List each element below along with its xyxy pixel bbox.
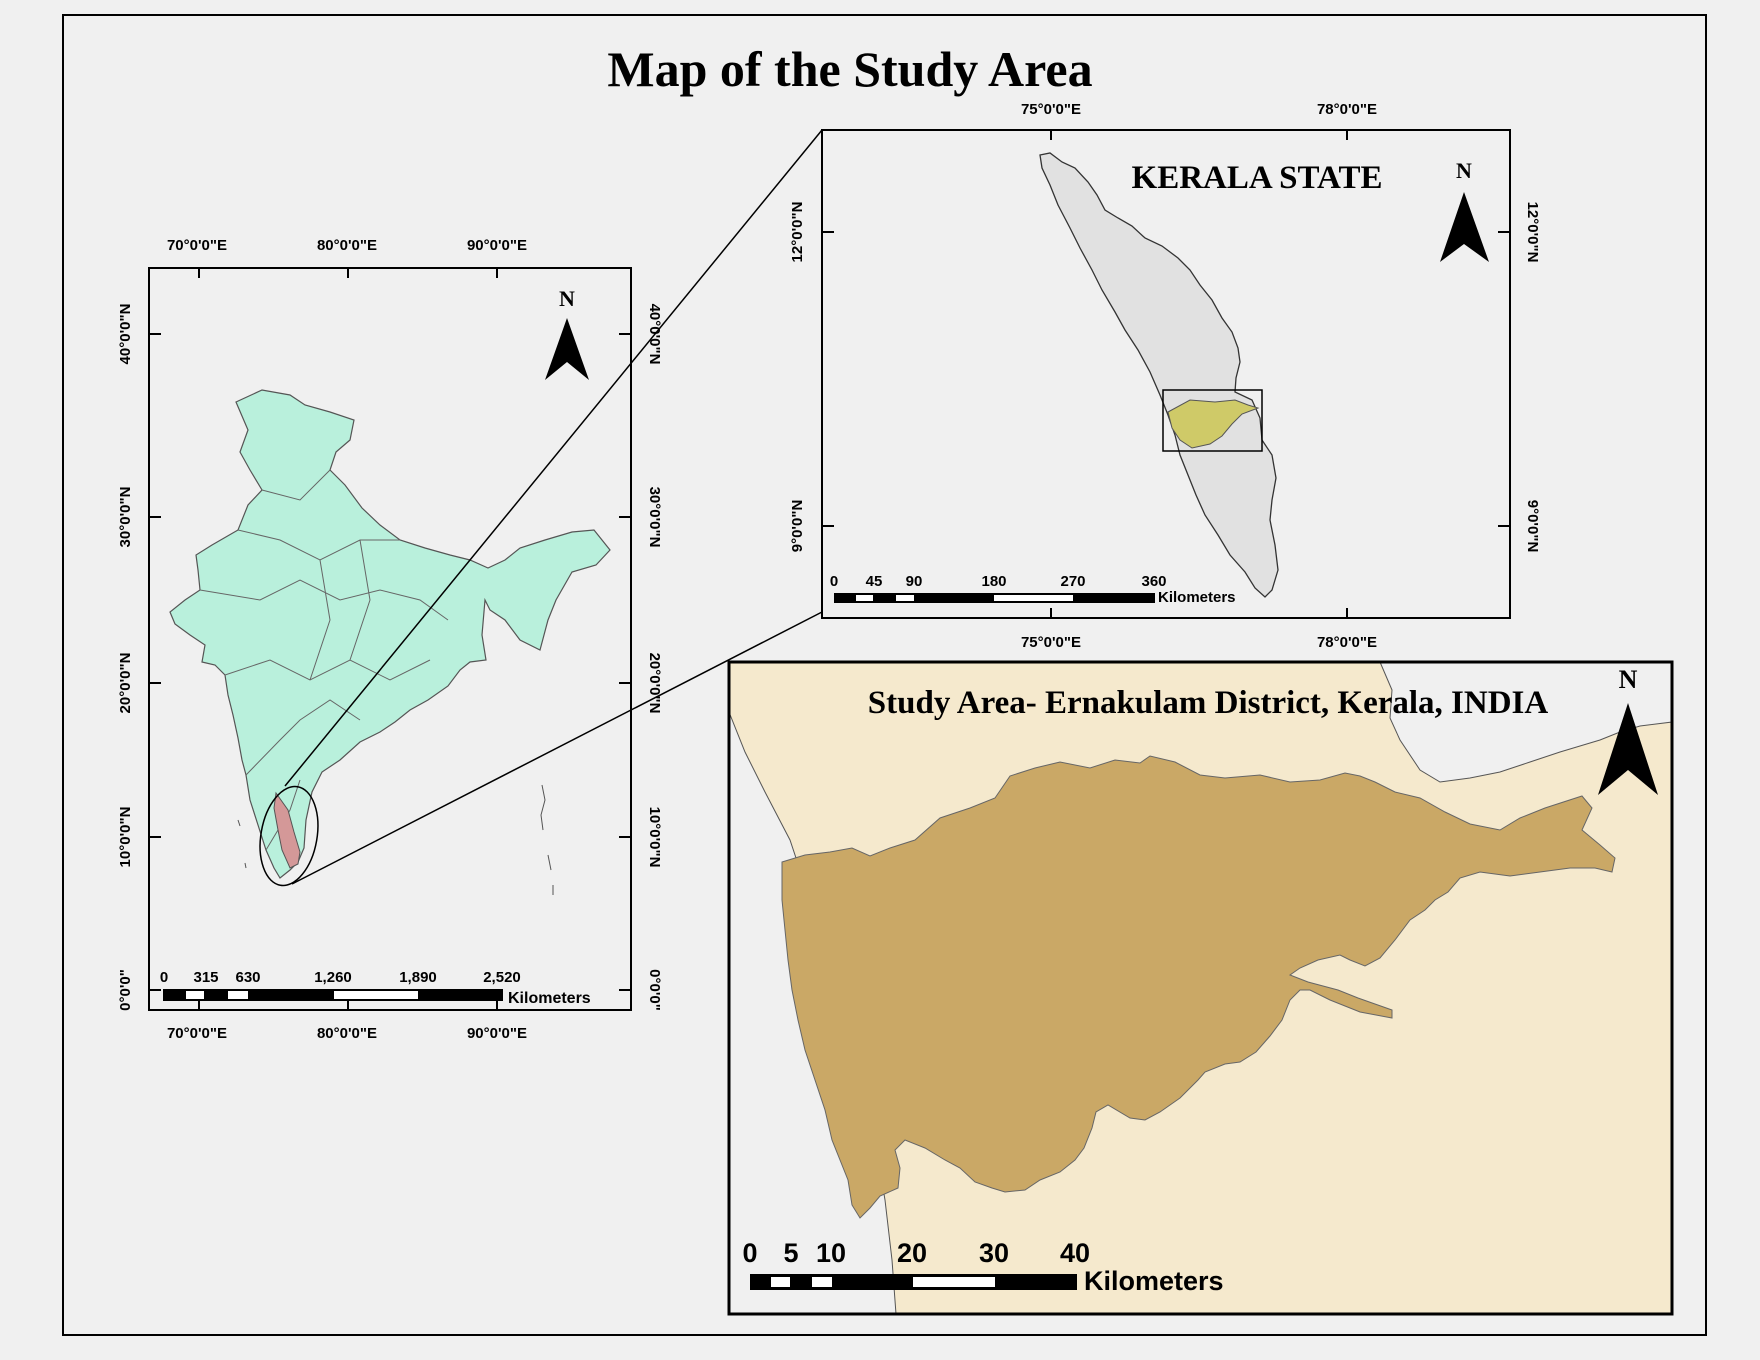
kerala-scale-label: 360	[1141, 573, 1166, 590]
kerala-state-outline	[1039, 152, 1279, 598]
kerala-top-tick-label: 78°0'0"E	[1317, 101, 1377, 118]
kerala-top-tick-label: 75°0'0"E	[1021, 101, 1081, 118]
india-top-tick-label: 70°0'0"E	[167, 237, 227, 254]
district-scale-label: 20	[897, 1238, 927, 1268]
india-top-tick-label: 90°0'0"E	[467, 237, 527, 254]
india-lat-label-right: 10°0'0"N	[646, 807, 663, 868]
kerala-bottom-tick-label: 78°0'0"E	[1317, 634, 1377, 651]
layout-frame	[62, 14, 1707, 1336]
india-lat-label-left: 10°0'0"N	[117, 807, 134, 868]
india-scale-label: 315	[193, 969, 218, 986]
district-north-label: N	[1619, 665, 1638, 694]
kerala-scale-label: 270	[1060, 573, 1085, 590]
district-map-panel: Study Area- Ernakulam District, Kerala, …	[727, 660, 1674, 1316]
india-kerala-highlight	[273, 791, 301, 869]
india-lat-label-left: 40°0'0"N	[117, 304, 134, 365]
india-scale-unit: Kilometers	[508, 990, 591, 1007]
district-scale-label: 10	[816, 1238, 846, 1268]
kerala-scale-unit: Kilometers	[1158, 589, 1236, 606]
kerala-north-label: N	[1456, 158, 1472, 183]
india-outline	[169, 389, 611, 879]
kerala-scale-label: 180	[981, 573, 1006, 590]
india-north-label: N	[559, 286, 575, 311]
kerala-scale-label: 0	[830, 573, 838, 590]
india-top-ticks	[149, 268, 631, 1010]
kerala-north-arrow-icon	[1440, 192, 1489, 262]
district-map-border	[727, 660, 1674, 1316]
district-neighbour-area	[1379, 661, 1673, 783]
india-lat-label-left: 20°0'0"N	[117, 653, 134, 714]
india-bottom-tick-label: 70°0'0"E	[167, 1025, 227, 1042]
india-scale-label: 1,890	[399, 969, 437, 986]
india-top-tick-label: 80°0'0"E	[317, 237, 377, 254]
india-to-kerala-connectors	[284, 129, 823, 885]
india-map-panel: 70°0'0"E 80°0'0"E 90°0'0"E 70°0'0"E 80°0…	[117, 237, 663, 1042]
kerala-scale-label: 90	[906, 573, 923, 590]
district-scale-bar	[750, 1274, 1077, 1290]
kerala-scale-bar	[834, 593, 1155, 603]
kerala-lat-label-right: 12°0'0"N	[1524, 202, 1541, 263]
kerala-lat-label-left: 12°0'0"N	[789, 202, 806, 263]
district-scale-label: 0	[742, 1238, 757, 1268]
india-lat-label-right: 30°0'0"N	[646, 487, 663, 548]
kerala-bottom-tick-label: 75°0'0"E	[1021, 634, 1081, 651]
kerala-scale-label: 45	[866, 573, 883, 590]
india-scale-label: 0	[160, 969, 168, 986]
district-scale-label: 30	[979, 1238, 1009, 1268]
india-lat-label-right: 20°0'0"N	[646, 653, 663, 714]
ernakulam-district-shape	[781, 755, 1616, 1219]
india-state-lines	[199, 469, 449, 851]
kerala-lat-label-left: 9°0'0"N	[789, 500, 806, 553]
india-islands	[237, 784, 554, 895]
kerala-lat-label-right: 9°0'0"N	[1524, 500, 1541, 553]
district-scale-label: 40	[1060, 1238, 1090, 1268]
india-scale-label: 630	[235, 969, 260, 986]
kerala-study-area-box	[1162, 389, 1263, 452]
india-lat-label-right: 0°0'0"	[646, 969, 663, 1011]
india-scale-label: 1,260	[314, 969, 352, 986]
kerala-ernakulam-highlight	[1167, 399, 1260, 449]
district-map-title: Study Area- Ernakulam District, Kerala, …	[868, 685, 1549, 721]
district-north-arrow-icon	[1598, 703, 1658, 795]
page-title: Map of the Study Area	[607, 41, 1092, 97]
india-bottom-tick-label: 90°0'0"E	[467, 1025, 527, 1042]
india-scale-bar	[163, 989, 503, 1001]
india-bottom-tick-label: 80°0'0"E	[317, 1025, 377, 1042]
india-lat-label-left: 30°0'0"N	[117, 487, 134, 548]
kerala-callout-ellipse	[259, 785, 319, 887]
kerala-map-title: KERALA STATE	[1132, 160, 1383, 196]
district-scale-unit: Kilometers	[1084, 1266, 1224, 1296]
india-scale-label: 2,520	[483, 969, 521, 986]
kerala-map-panel: 75°0'0"E 78°0'0"E 75°0'0"E 78°0'0"E 12°0…	[789, 101, 1541, 651]
kerala-ticks	[822, 130, 1510, 618]
district-scale-label: 5	[783, 1238, 798, 1268]
india-lat-label-left: 0°0'0"	[117, 969, 134, 1011]
india-north-arrow-icon	[545, 318, 589, 380]
